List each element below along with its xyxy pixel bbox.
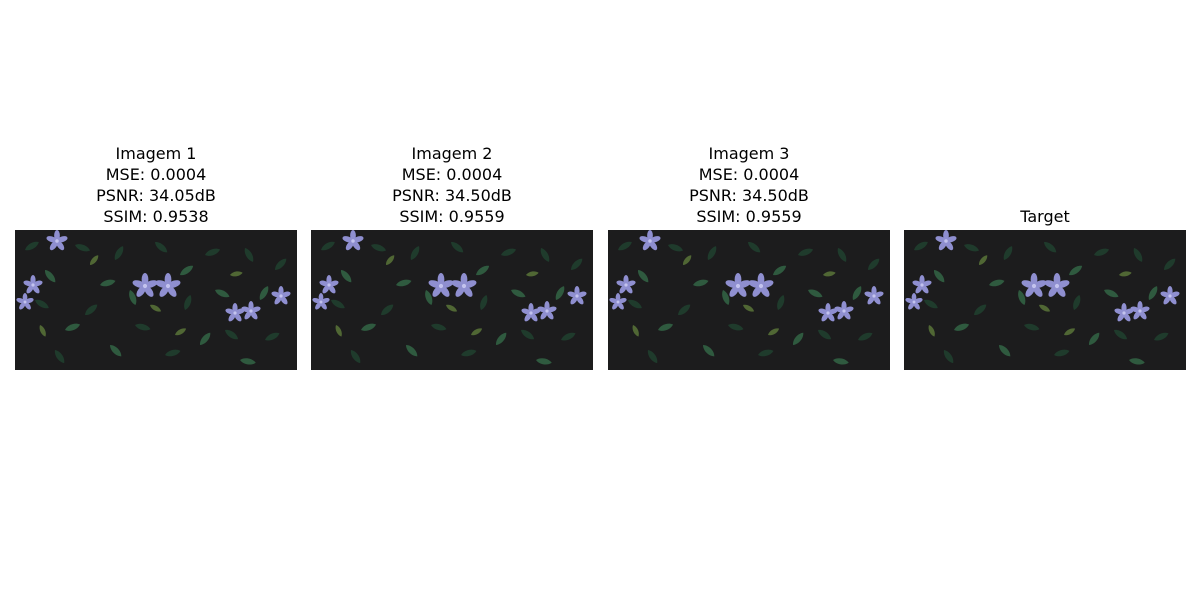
panel-title: Imagem 1	[115, 144, 197, 163]
panel-title: Imagem 2	[411, 144, 493, 163]
psnr-metric: PSNR: 34.50dB	[392, 186, 512, 205]
comparison-panel-target: Target	[904, 0, 1186, 600]
reconstructed-image-3	[608, 230, 890, 370]
ssim-metric: SSIM: 0.9538	[103, 207, 209, 226]
panel-title: Target	[1020, 207, 1070, 226]
ssim-metric: SSIM: 0.9559	[399, 207, 505, 226]
mse-metric: MSE: 0.0004	[698, 165, 800, 184]
mse-metric: MSE: 0.0004	[105, 165, 207, 184]
comparison-panel-3: Imagem 3 MSE: 0.0004 PSNR: 34.50dB SSIM:…	[608, 0, 890, 600]
comparison-panel-2: Imagem 2 MSE: 0.0004 PSNR: 34.50dB SSIM:…	[311, 0, 593, 600]
reconstructed-image-1	[15, 230, 297, 370]
panel-title: Imagem 3	[708, 144, 790, 163]
reconstructed-image-2	[311, 230, 593, 370]
mse-metric: MSE: 0.0004	[401, 165, 503, 184]
psnr-metric: PSNR: 34.50dB	[689, 186, 809, 205]
psnr-metric: PSNR: 34.05dB	[96, 186, 216, 205]
target-image	[904, 230, 1186, 370]
comparison-panel-1: Imagem 1 MSE: 0.0004 PSNR: 34.05dB SSIM:…	[15, 0, 297, 600]
ssim-metric: SSIM: 0.9559	[696, 207, 802, 226]
